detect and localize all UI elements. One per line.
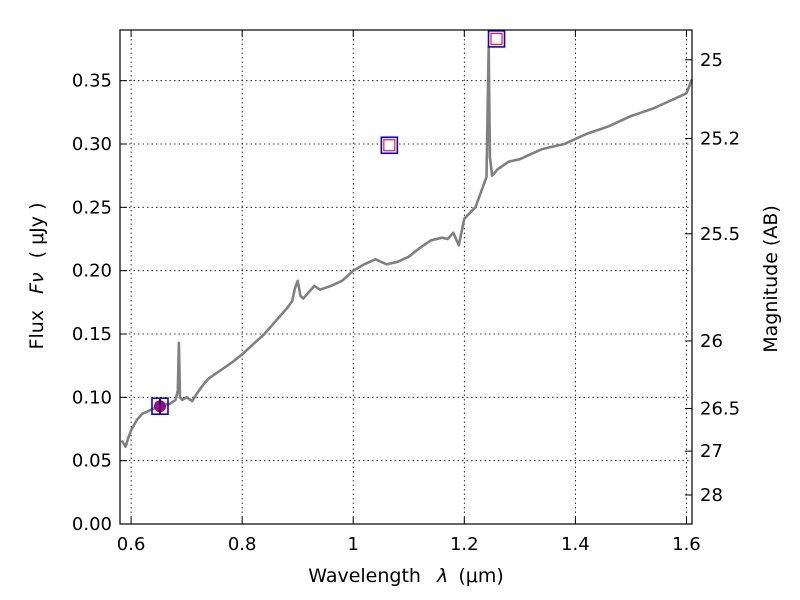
y-tick-label: 0.00 [72, 514, 112, 535]
x-tick-label: 0.6 [117, 534, 146, 555]
photometry-marker-box [487, 30, 506, 48]
y-tick-label: 0.15 [72, 324, 112, 345]
y-tick-label: 0.30 [72, 134, 112, 155]
y2-tick-label: 25.2 [700, 128, 740, 149]
ticks [120, 30, 692, 525]
y-tick-label: 0.10 [72, 387, 112, 408]
plot-frame [119, 29, 693, 525]
x-tick-label: 0.8 [228, 534, 257, 555]
x-tick-label: 1.6 [672, 534, 701, 555]
y2-tick-label: 26 [700, 331, 723, 352]
y-axis-label-prefix: Flux [26, 310, 48, 350]
y-axis-label: Flux Fν ( μJy ) [26, 203, 48, 350]
tick-labels: 0.6 0.8 1 1.2 1.4 1.6 0.00 0.05 0.10 0.15 0.20 0.25… [72, 50, 740, 555]
y2-tick-label: 27 [700, 441, 723, 462]
y-axis-label-unit: ( μJy ) [26, 203, 48, 259]
photometry-marker-inner [490, 32, 503, 45]
y-tick-label: 0.35 [72, 71, 112, 92]
spectrum-line [120, 45, 694, 449]
photometry-marker-box [151, 397, 169, 416]
y-axis-label-symbol: Fν [26, 272, 48, 294]
y2-tick-label: 28 [700, 485, 723, 506]
y2-tick-label: 25 [700, 50, 723, 71]
x-axis-label-unit: (μm) [458, 565, 503, 587]
x-axis-label-symbol: λ [436, 565, 448, 587]
y-tick-label: 0.05 [72, 451, 112, 472]
series-layer [120, 45, 694, 449]
x-axis-label-prefix: Wavelength [308, 565, 421, 587]
photometry-marker-box [380, 136, 399, 155]
x-tick-label: 1.4 [561, 534, 590, 555]
x-tick-label: 1 [348, 534, 359, 555]
photometry-marker-inner [383, 139, 396, 152]
x-axis-label: Wavelength λ (μm) [308, 565, 503, 587]
x-tick-label: 1.2 [450, 534, 479, 555]
y2-tick-label: 25.5 [700, 224, 740, 245]
y-tick-label: 0.20 [72, 261, 112, 282]
y2-tick-label: 26.5 [700, 398, 740, 419]
y-tick-label: 0.25 [72, 197, 112, 218]
y2-axis-label: Magnitude (AB) [760, 205, 782, 353]
photometry-points [151, 30, 506, 416]
